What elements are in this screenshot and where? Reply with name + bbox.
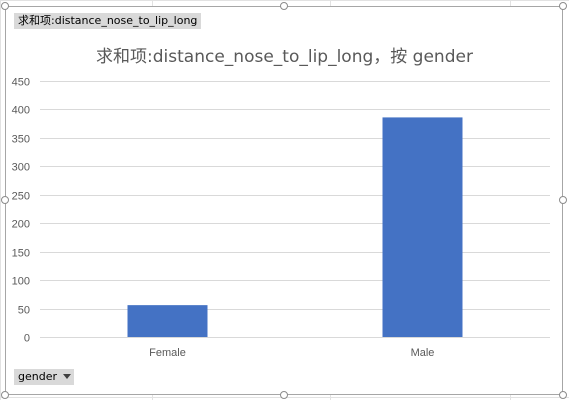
value-field-label: 求和项:distance_nose_to_lip_long	[18, 14, 198, 27]
bar-female[interactable]	[127, 305, 208, 337]
y-tick-label: 250	[12, 191, 30, 203]
axis-field-button[interactable]: gender	[14, 369, 74, 385]
y-tick-label: 0	[24, 333, 30, 345]
axis-field-label: gender	[18, 370, 57, 383]
y-tick-label: 450	[12, 77, 30, 89]
x-tick-label: Male	[411, 347, 435, 359]
resize-handle-top-left[interactable]	[1, 2, 9, 10]
resize-handle-bottom-left[interactable]	[1, 391, 9, 399]
y-tick-label: 200	[12, 219, 30, 231]
resize-handle-middle-right[interactable]	[559, 196, 567, 204]
resize-handle-bottom-center[interactable]	[280, 391, 288, 399]
y-tick-label: 350	[12, 134, 30, 146]
y-tick-label: 400	[12, 105, 30, 117]
value-field-button[interactable]: 求和项:distance_nose_to_lip_long	[14, 13, 202, 29]
resize-handle-top-right[interactable]	[559, 2, 567, 10]
y-tick-label: 50	[18, 305, 30, 317]
resize-handle-top-center[interactable]	[280, 2, 288, 10]
dropdown-arrow-icon	[63, 373, 71, 379]
y-tick-label: 300	[12, 162, 30, 174]
chart-title: 求和项:distance_nose_to_lip_long，按 gender	[96, 47, 473, 67]
resize-handle-bottom-right[interactable]	[559, 391, 567, 399]
y-tick-label: 150	[12, 248, 30, 260]
y-tick-label: 100	[12, 276, 30, 288]
x-tick-label: Female	[149, 347, 186, 359]
resize-handle-middle-left[interactable]	[1, 196, 9, 204]
bar-male[interactable]	[382, 117, 463, 337]
